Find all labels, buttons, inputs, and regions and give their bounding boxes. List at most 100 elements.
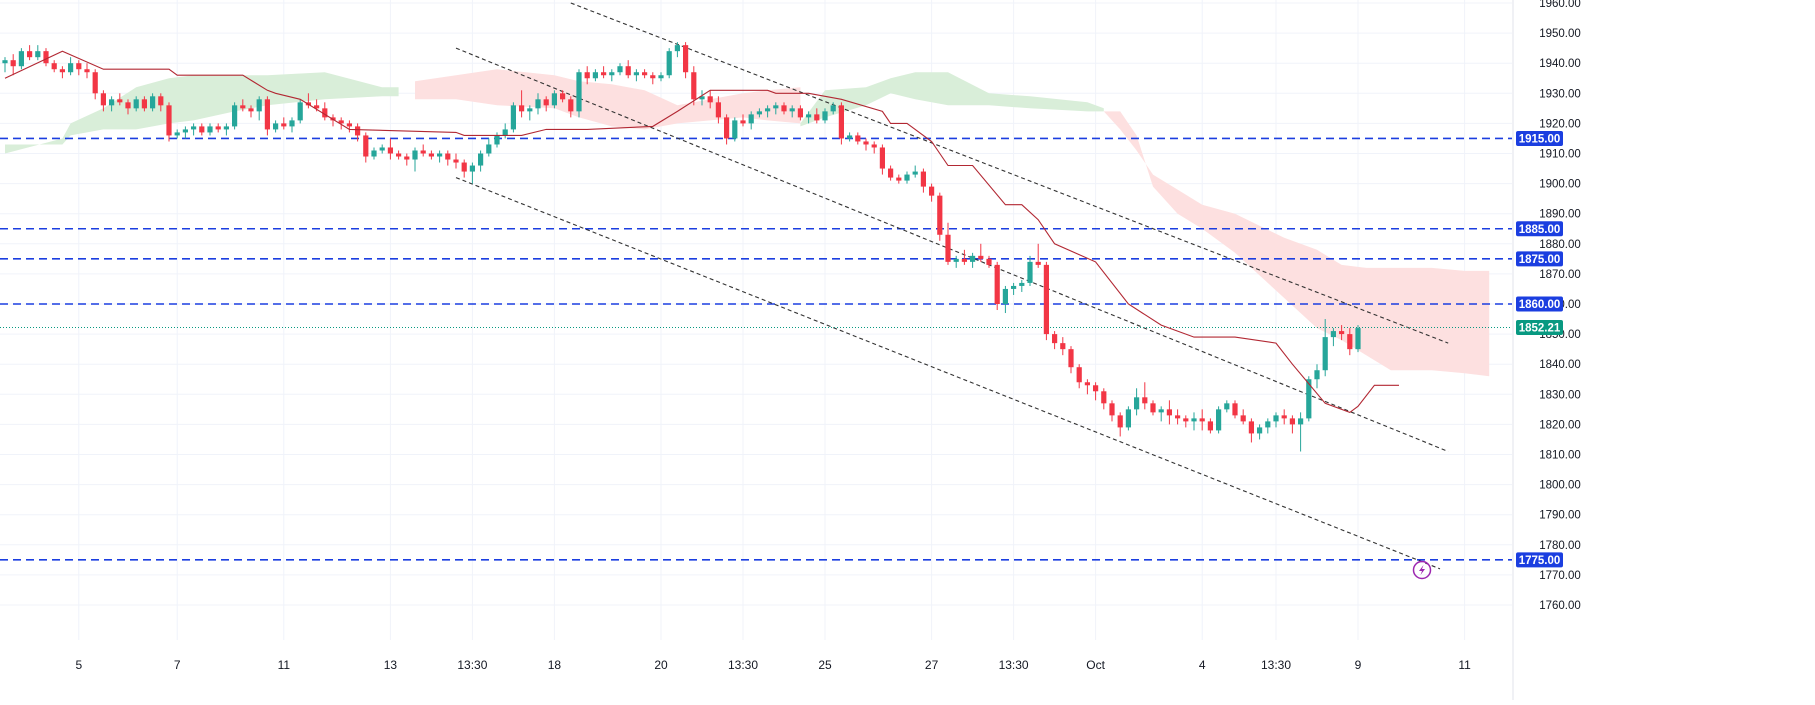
candle-up[interactable] bbox=[592, 69, 598, 82]
candle-body[interactable] bbox=[420, 150, 426, 154]
candle-down[interactable] bbox=[961, 249, 967, 265]
candle-down[interactable] bbox=[986, 255, 992, 268]
candle-body[interactable] bbox=[551, 93, 557, 106]
candle-body[interactable] bbox=[642, 72, 648, 76]
candle-up[interactable] bbox=[502, 123, 508, 139]
candle-body[interactable] bbox=[486, 144, 492, 154]
candle-body[interactable] bbox=[428, 153, 434, 157]
candle-body[interactable] bbox=[1257, 427, 1263, 434]
lightning-icon[interactable] bbox=[1412, 560, 1432, 580]
candle-body[interactable] bbox=[1117, 415, 1123, 428]
candle-down[interactable] bbox=[1068, 346, 1074, 374]
candle-body[interactable] bbox=[1273, 415, 1279, 422]
candle-body[interactable] bbox=[838, 105, 844, 139]
candle-down[interactable] bbox=[625, 60, 631, 79]
candle-down[interactable] bbox=[929, 183, 935, 202]
candle-up[interactable] bbox=[699, 90, 705, 106]
candle-body[interactable] bbox=[43, 51, 49, 64]
candle-body[interactable] bbox=[232, 105, 238, 127]
candle-down[interactable] bbox=[1117, 412, 1123, 437]
candle-body[interactable] bbox=[1002, 288, 1008, 304]
candle-down[interactable] bbox=[10, 54, 16, 76]
candle-body[interactable] bbox=[248, 108, 254, 112]
candle-body[interactable] bbox=[1052, 334, 1058, 344]
candle-body[interactable] bbox=[494, 135, 500, 145]
candle-up[interactable] bbox=[1322, 319, 1328, 377]
candle-body[interactable] bbox=[1191, 418, 1197, 422]
candle-down[interactable] bbox=[1035, 243, 1041, 268]
candle-up[interactable] bbox=[551, 90, 557, 109]
candle-body[interactable] bbox=[297, 102, 303, 121]
candle-down[interactable] bbox=[445, 150, 451, 166]
candle-up[interactable] bbox=[437, 150, 443, 163]
candle-down[interactable] bbox=[453, 153, 459, 169]
candle-body[interactable] bbox=[240, 105, 246, 109]
candle-body[interactable] bbox=[2, 60, 8, 64]
candle-up[interactable] bbox=[1027, 255, 1033, 286]
candle-up[interactable] bbox=[658, 72, 664, 82]
candle-body[interactable] bbox=[633, 72, 639, 76]
candle-body[interactable] bbox=[1125, 409, 1131, 428]
candle-down[interactable] bbox=[715, 96, 721, 124]
candle-body[interactable] bbox=[699, 96, 705, 100]
candle-up[interactable] bbox=[207, 123, 213, 136]
candle-down[interactable] bbox=[584, 66, 590, 85]
candle-down[interactable] bbox=[814, 108, 820, 124]
candle-down[interactable] bbox=[363, 132, 369, 163]
candle-body[interactable] bbox=[1248, 421, 1254, 434]
candle-body[interactable] bbox=[1232, 403, 1238, 416]
candle-body[interactable] bbox=[560, 93, 566, 100]
candle-body[interactable] bbox=[953, 258, 959, 262]
candle-body[interactable] bbox=[289, 120, 295, 127]
candle-down[interactable] bbox=[27, 45, 33, 61]
candle-body[interactable] bbox=[888, 168, 894, 178]
candle-body[interactable] bbox=[174, 132, 180, 136]
candle-body[interactable] bbox=[1265, 421, 1271, 428]
candle-up[interactable] bbox=[486, 138, 492, 157]
candle-down[interactable] bbox=[871, 141, 877, 154]
candle-down[interactable] bbox=[1084, 379, 1090, 395]
candle-body[interactable] bbox=[387, 147, 393, 154]
candle-up[interactable] bbox=[904, 171, 910, 184]
candle-up[interactable] bbox=[1273, 412, 1279, 428]
candle-up[interactable] bbox=[1125, 406, 1131, 431]
channel-line[interactable] bbox=[570, 2, 1449, 344]
candle-down[interactable] bbox=[1248, 418, 1254, 443]
candle-body[interactable] bbox=[1224, 403, 1230, 410]
candle-up[interactable] bbox=[609, 69, 615, 82]
candle-body[interactable] bbox=[543, 99, 549, 106]
candle-up[interactable] bbox=[150, 93, 156, 112]
candle-body[interactable] bbox=[568, 99, 574, 112]
candle-body[interactable] bbox=[937, 195, 943, 235]
candle-body[interactable] bbox=[912, 171, 918, 175]
candle-body[interactable] bbox=[27, 51, 33, 58]
candle-down[interactable] bbox=[1060, 337, 1066, 356]
candle-up[interactable] bbox=[478, 150, 484, 172]
candle-up[interactable] bbox=[1314, 364, 1320, 389]
candle-body[interactable] bbox=[945, 234, 951, 262]
candle-down[interactable] bbox=[158, 93, 164, 112]
candle-down[interactable] bbox=[945, 222, 951, 265]
candle-up[interactable] bbox=[1330, 328, 1336, 347]
candle-up[interactable] bbox=[289, 117, 295, 133]
level-price-badge[interactable] bbox=[1516, 251, 1563, 267]
candle-body[interactable] bbox=[1339, 331, 1345, 335]
candle-body[interactable] bbox=[35, 51, 41, 58]
candle-body[interactable] bbox=[871, 144, 877, 148]
candle-down[interactable] bbox=[84, 63, 90, 79]
candle-down[interactable] bbox=[1347, 328, 1353, 356]
candle-body[interactable] bbox=[191, 126, 197, 130]
candle-body[interactable] bbox=[658, 75, 664, 79]
candle-up[interactable] bbox=[1216, 406, 1222, 434]
candle-body[interactable] bbox=[1019, 282, 1025, 286]
candle-body[interactable] bbox=[1183, 418, 1189, 422]
candle-body[interactable] bbox=[379, 147, 385, 151]
candle-body[interactable] bbox=[133, 99, 139, 109]
candle-up[interactable] bbox=[1265, 418, 1271, 434]
candle-body[interactable] bbox=[1109, 403, 1115, 416]
candle-down[interactable] bbox=[141, 96, 147, 112]
candle-up[interactable] bbox=[469, 162, 475, 184]
candle-up[interactable] bbox=[174, 129, 180, 139]
candle-down[interactable] bbox=[338, 117, 344, 130]
